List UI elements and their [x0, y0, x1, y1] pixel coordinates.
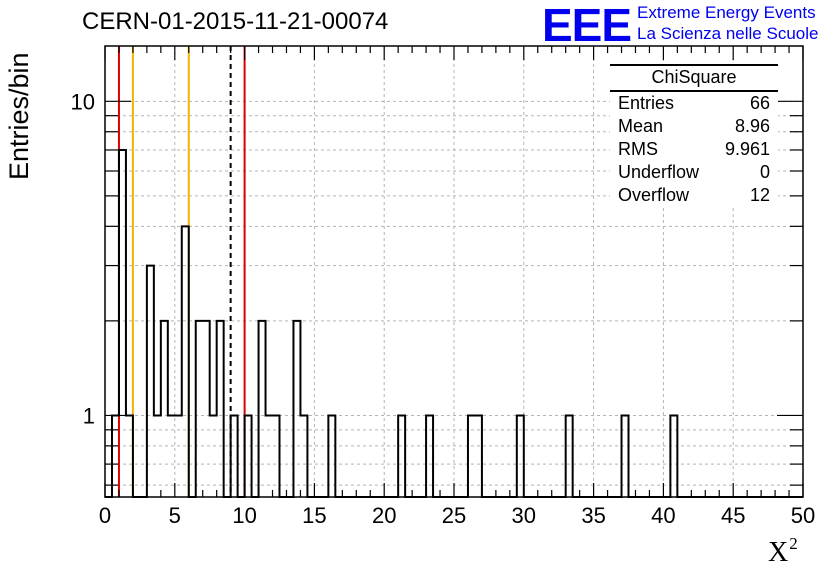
stats-row-rms: RMS 9.961: [610, 138, 778, 161]
x-tick-label: 15: [302, 503, 326, 528]
stats-label: Entries: [618, 93, 675, 113]
stats-row-overflow: Overflow 12: [610, 184, 778, 207]
x-tick-label: 30: [512, 503, 536, 528]
x-axis-label: X2: [768, 534, 798, 569]
stats-row-underflow: Underflow 0: [610, 161, 778, 184]
x-tick-label: 45: [721, 503, 745, 528]
x-axis-label-base: X: [768, 537, 789, 568]
stats-value: 9.961: [724, 139, 770, 159]
stats-label: RMS: [618, 139, 658, 159]
chart-title: CERN-01-2015-11-21-00074: [82, 8, 389, 35]
x-tick-label: 40: [651, 503, 675, 528]
eee-logo-mark: EEE: [542, 0, 632, 51]
stats-value: 66: [749, 93, 770, 113]
tick-labels: 0 5 10 15 20 25 30 35 40 45 50 1 10: [71, 89, 816, 528]
stats-row-entries: Entries 66: [610, 92, 778, 115]
y-tick-label: 1: [83, 403, 95, 428]
x-tick-label: 25: [442, 503, 466, 528]
stats-value: 8.96: [734, 116, 770, 136]
logo-tagline-2: La Scienza nelle Scuole: [637, 24, 819, 43]
stats-label: Mean: [618, 116, 664, 136]
stats-label: Overflow: [618, 185, 690, 205]
stats-value: 12: [749, 185, 770, 205]
x-tick-label: 50: [791, 503, 815, 528]
y-axis-label: Entries/bin: [4, 52, 34, 180]
x-tick-label: 10: [232, 503, 256, 528]
logo-tagline-1: Extreme Energy Events: [637, 3, 816, 22]
stats-row-mean: Mean 8.96: [610, 115, 778, 138]
stats-title: ChiSquare: [610, 66, 778, 92]
stats-label: Underflow: [618, 162, 700, 182]
grid-lines: [105, 46, 803, 497]
x-tick-label: 5: [169, 503, 181, 528]
axis-ticks: [104, 46, 804, 497]
stats-value: 0: [759, 162, 770, 182]
stats-box: ChiSquare Entries 66 Mean 8.96 RMS 9.961 Un…: [610, 64, 778, 207]
x-tick-label: 20: [372, 503, 396, 528]
y-tick-label: 10: [71, 89, 95, 114]
x-tick-label: 0: [99, 503, 111, 528]
x-tick-label: 35: [581, 503, 605, 528]
x-axis-label-superscript: 2: [789, 534, 798, 553]
